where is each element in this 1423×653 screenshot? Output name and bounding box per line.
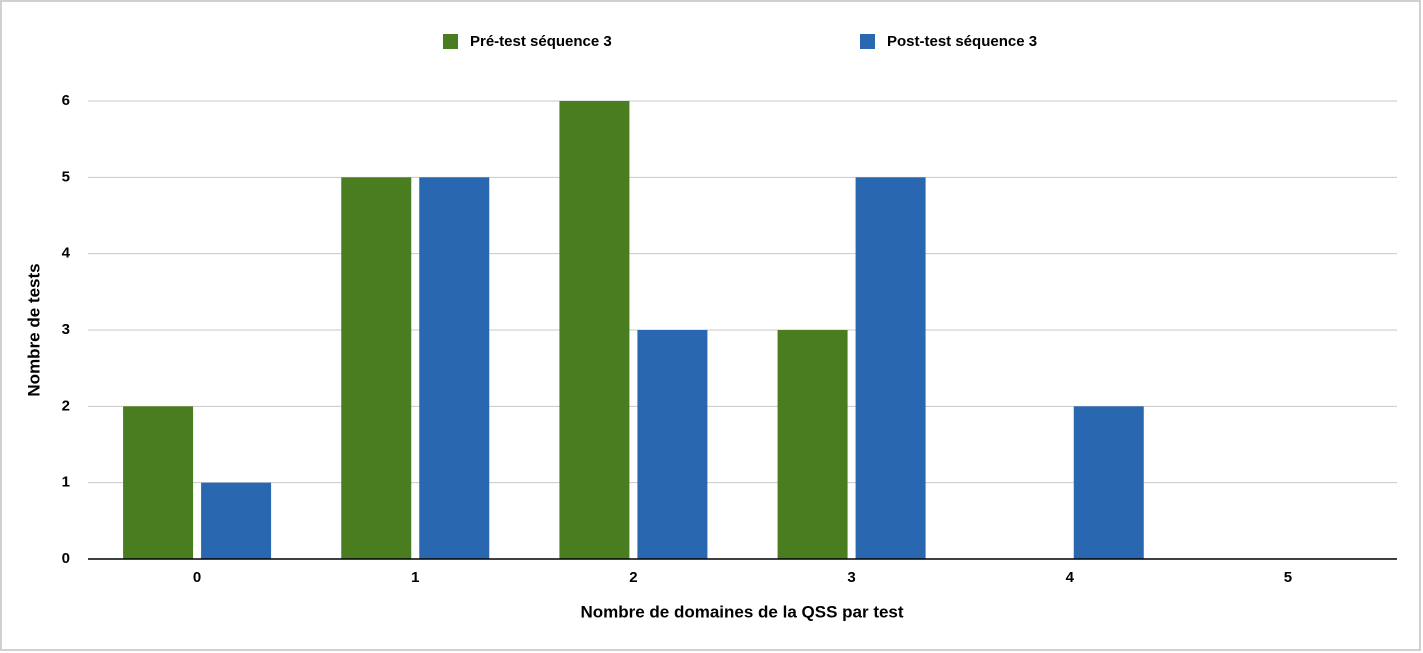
x-tick-label: 3 xyxy=(847,569,855,586)
x-tick-label: 0 xyxy=(193,569,201,586)
y-axis-title: Nombre de tests xyxy=(24,263,43,396)
bar xyxy=(559,101,630,559)
y-tick-label: 2 xyxy=(62,397,70,414)
bar xyxy=(637,330,708,559)
x-tick-label: 4 xyxy=(1066,569,1075,586)
y-tick-label: 4 xyxy=(62,245,71,262)
bar xyxy=(1073,406,1144,559)
y-tick-label: 0 xyxy=(62,550,70,567)
bar xyxy=(201,482,272,559)
x-tick-label: 2 xyxy=(629,569,637,586)
y-tick-label: 3 xyxy=(62,321,70,338)
x-axis-title: Nombre de domaines de la QSS par test xyxy=(580,602,903,621)
bar xyxy=(341,177,412,560)
bar xyxy=(777,330,848,559)
legend-swatch xyxy=(860,34,875,49)
bar xyxy=(419,177,490,560)
y-tick-label: 1 xyxy=(62,474,70,491)
legend-label: Pré-test séquence 3 xyxy=(470,33,612,50)
bar xyxy=(855,177,926,560)
y-tick-label: 5 xyxy=(62,168,70,185)
y-tick-label: 6 xyxy=(62,92,70,109)
legend-label: Post-test séquence 3 xyxy=(887,33,1037,50)
x-tick-label: 1 xyxy=(411,569,419,586)
legend-swatch xyxy=(443,34,458,49)
bar xyxy=(123,406,194,559)
x-tick-label: 5 xyxy=(1284,569,1292,586)
